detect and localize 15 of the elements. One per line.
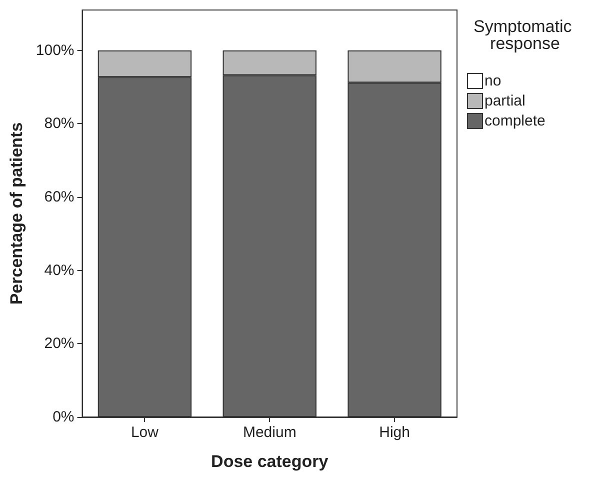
x-tick-label: Low (130, 424, 159, 441)
y-axis-title: Percentage of patients (7, 122, 26, 305)
y-tick-label: 80% (44, 115, 74, 132)
legend-title: Symptomatic response (474, 17, 576, 53)
legend-label: no (484, 72, 502, 90)
legend-label: complete (484, 112, 546, 130)
y-tick-label: 0% (52, 408, 74, 426)
y-tick-label: 40% (44, 262, 74, 279)
y-tick-label: 60% (44, 188, 74, 206)
y-tick-label: 20% (44, 335, 74, 352)
x-tick-label: Medium (242, 424, 296, 441)
x-tick-label: High (379, 424, 410, 441)
legend-label: partial (484, 92, 526, 110)
x-axis-title: Dose category (211, 452, 329, 471)
y-tick-label: 100% (36, 42, 74, 59)
